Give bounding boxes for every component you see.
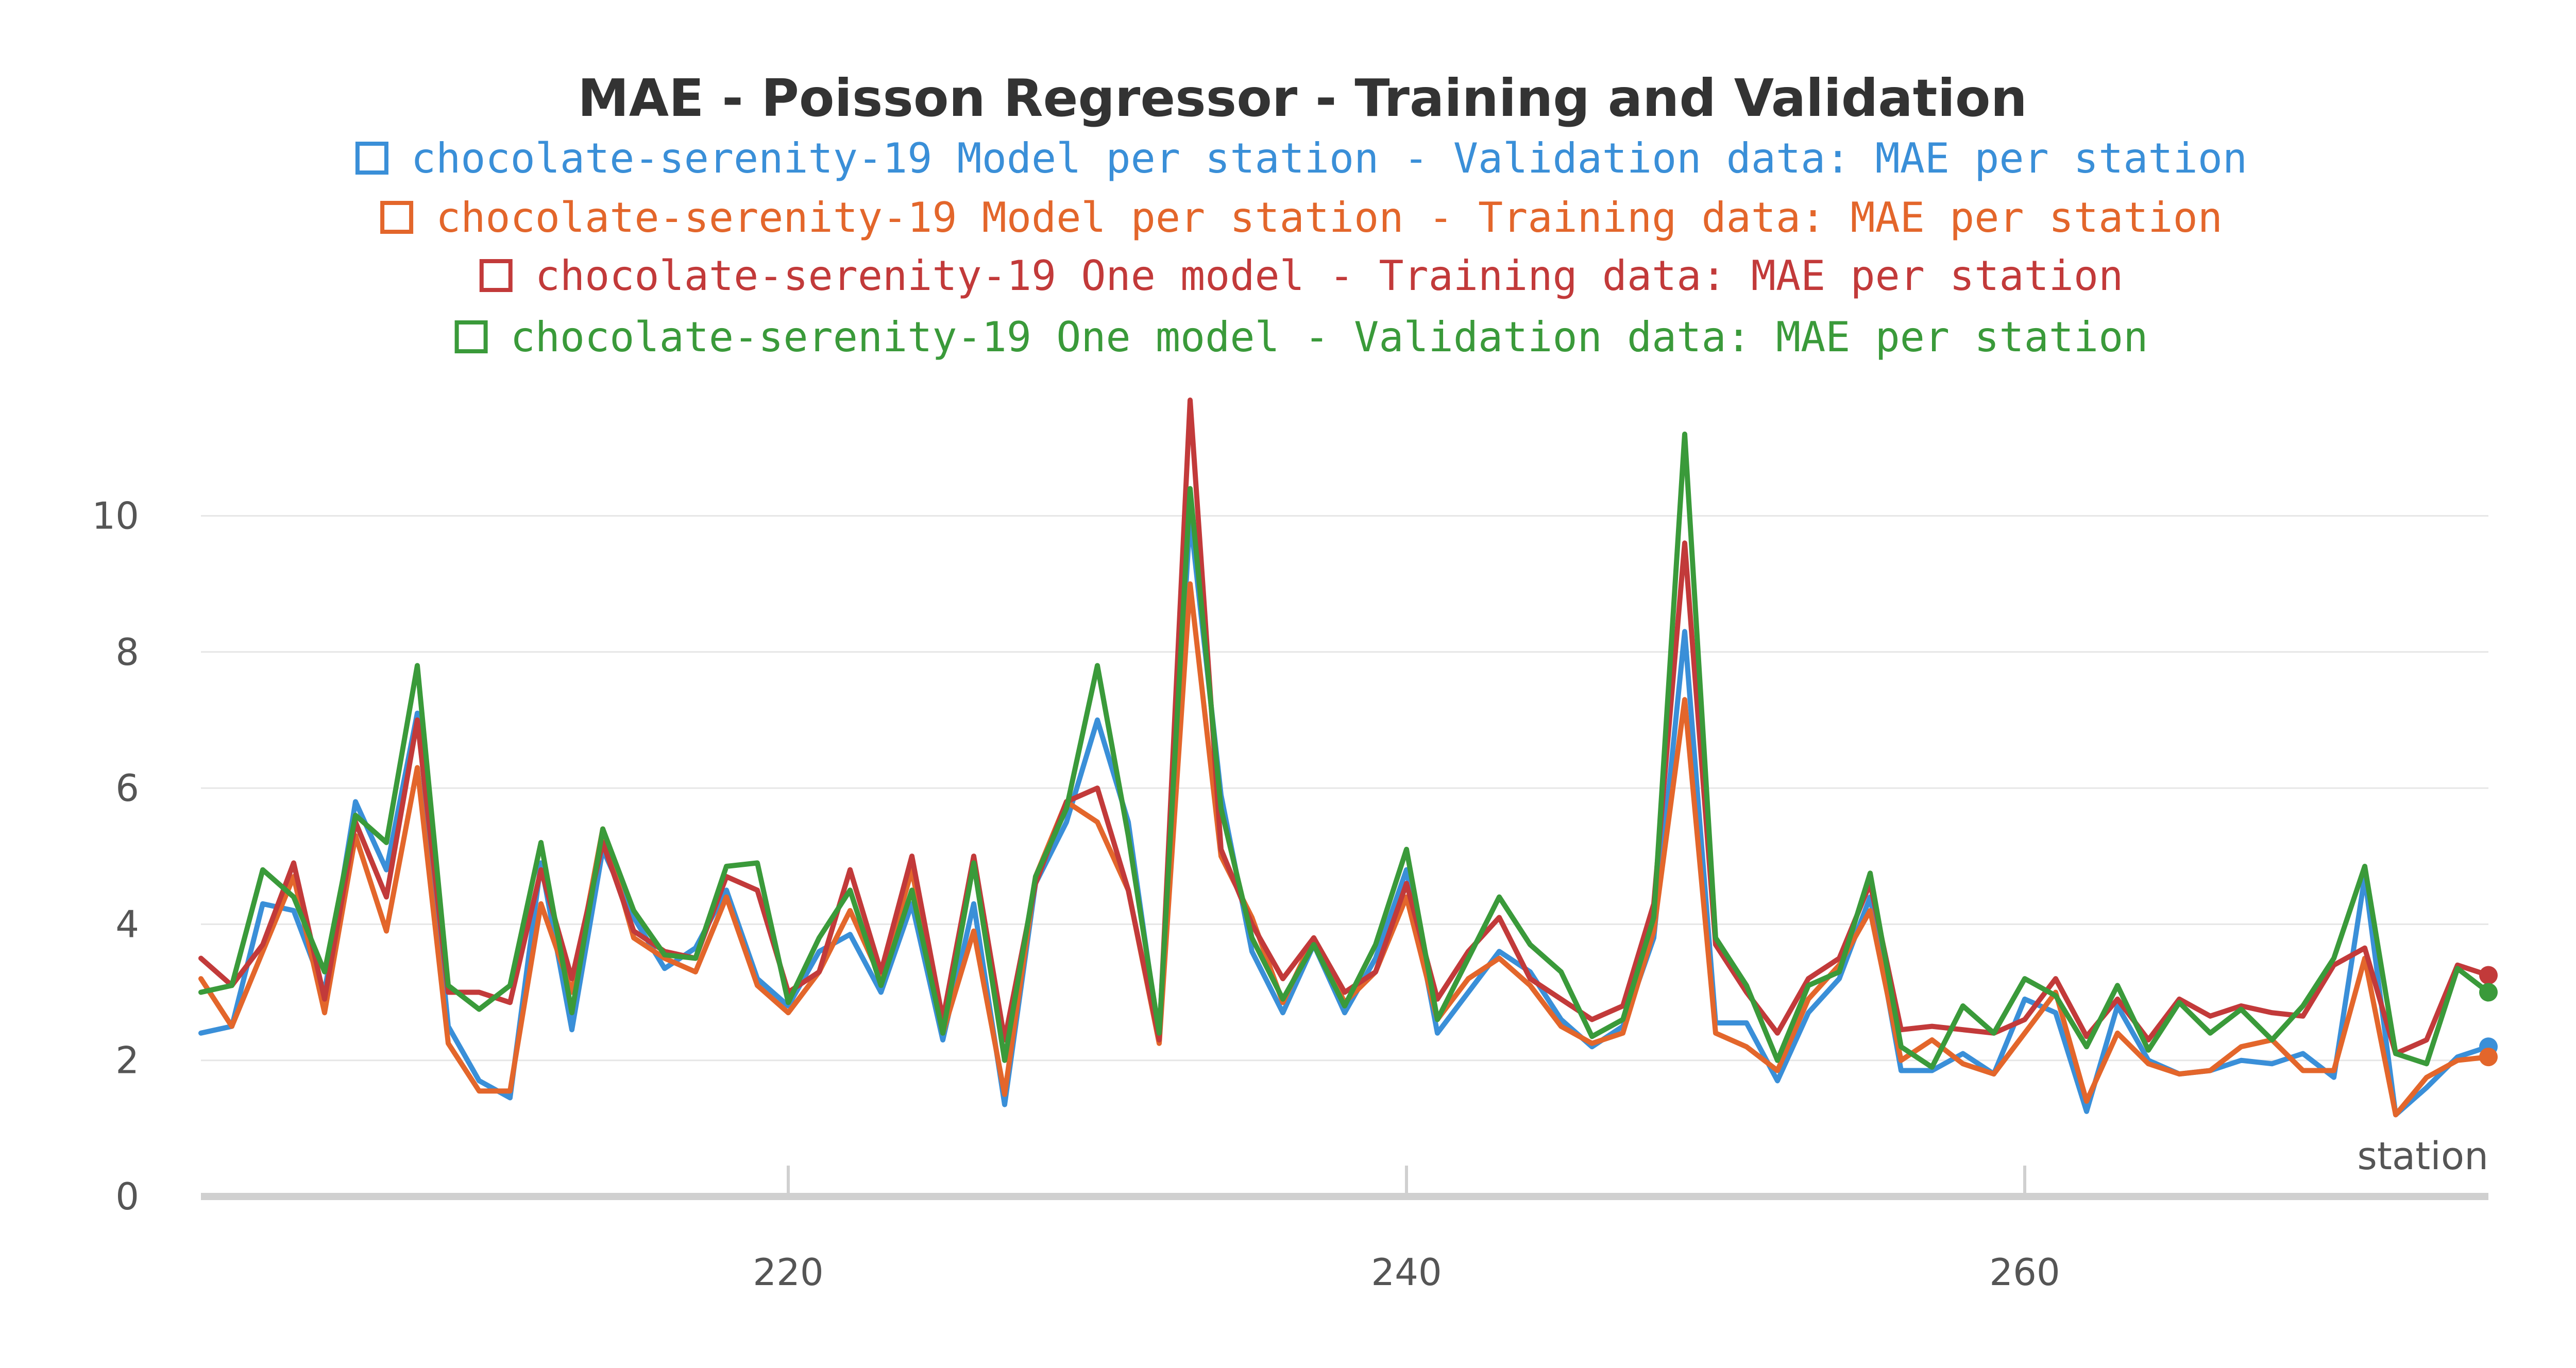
series-end-point-2 — [2479, 1048, 2498, 1067]
legend-swatch — [355, 142, 388, 175]
y-tick-label: 2 — [115, 1039, 139, 1082]
x-axis-title: station — [2357, 1134, 2488, 1178]
legend-swatch — [380, 201, 414, 234]
legend-label: chocolate-serenity-19 One model - Valida… — [511, 313, 2148, 361]
y-tick-label: 0 — [115, 1175, 139, 1218]
series-line-1 — [198, 513, 2491, 1118]
legend-label: chocolate-serenity-19 Model per station … — [436, 194, 2223, 242]
series-line-3 — [198, 397, 2491, 1056]
x-tick-label: 220 — [753, 1251, 823, 1294]
axes: 220 240 260 — [201, 1166, 2488, 1294]
legend-item[interactable]: chocolate-serenity-19 Model per station … — [380, 194, 2223, 242]
series-line-4 — [198, 431, 2491, 1070]
y-tick-label: 4 — [115, 902, 139, 946]
legend-swatch — [454, 320, 488, 353]
legend-swatch — [479, 259, 513, 292]
chart-title: MAE - Poisson Regressor - Training and V… — [578, 68, 2027, 128]
legend-item[interactable]: chocolate-serenity-19 One model - Traini… — [479, 252, 2124, 300]
y-tick-label: 8 — [115, 630, 139, 674]
x-tick-label: 240 — [1371, 1251, 1442, 1294]
y-tick-label: 10 — [92, 494, 139, 537]
grid: 0 2 4 6 8 10 — [92, 494, 2488, 1218]
legend-label: chocolate-serenity-19 Model per station … — [411, 134, 2247, 182]
legend: chocolate-serenity-19 Model per station … — [355, 134, 2247, 361]
series-layer — [198, 397, 2498, 1118]
legend-label: chocolate-serenity-19 One model - Traini… — [535, 252, 2124, 300]
series-end-point-3 — [2479, 966, 2498, 985]
y-tick-label: 6 — [115, 766, 139, 810]
x-tick-label: 260 — [1989, 1251, 2060, 1294]
series-end-point-4 — [2479, 983, 2498, 1002]
legend-item[interactable]: chocolate-serenity-19 One model - Valida… — [454, 313, 2148, 361]
legend-item[interactable]: chocolate-serenity-19 Model per station … — [355, 134, 2247, 182]
